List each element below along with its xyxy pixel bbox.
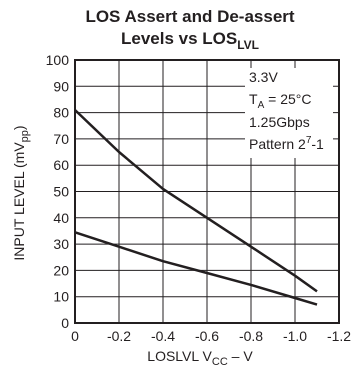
chart-title-line2-main: Levels vs LOS	[121, 29, 237, 48]
y-tick-label: 40	[53, 210, 69, 226]
x-tick-label: 0	[71, 328, 79, 344]
y-tick-label: 20	[53, 262, 69, 278]
series-line-2	[74, 231, 318, 306]
tick-labels: 0 10 20 30 40 50 60 70 80 90 100 0 -0.2 -0.4 -0.6 -0.8 -…	[46, 52, 352, 344]
series-lines	[74, 109, 318, 306]
condition-temperature: TA = 25°C	[249, 91, 311, 111]
y-axis-label: INPUT LEVEL (mVpp)	[11, 125, 31, 260]
condition-temp-suffix: = 25°C	[264, 91, 311, 107]
y-axis-label-end: )	[11, 125, 27, 130]
y-tick-label: 30	[53, 236, 69, 252]
series-line-1	[74, 109, 318, 293]
y-tick-label: 100	[46, 52, 70, 68]
condition-temp-sub: A	[258, 100, 265, 111]
x-tick-label: -0.6	[195, 328, 219, 344]
y-tick-label: 80	[53, 105, 69, 121]
y-tick-label: 90	[53, 78, 69, 94]
x-axis-label-end: – V	[228, 348, 254, 364]
y-axis-label-main: INPUT LEVEL (mV	[11, 142, 27, 261]
x-axis-label-main: LOSLVL V	[147, 348, 212, 364]
x-axis-label-sub: CC	[212, 356, 228, 368]
conditions-bg	[245, 68, 333, 158]
condition-pattern: Pattern 27-1	[249, 135, 324, 152]
chart-title-line2: Levels vs LOSLVL	[121, 29, 259, 52]
chart-title-line1: LOS Assert and De-assert	[85, 7, 294, 26]
condition-pattern-sup: 7	[306, 135, 312, 146]
condition-voltage: 3.3V	[249, 69, 278, 85]
y-tick-label: 50	[53, 184, 69, 200]
x-tick-label: -0.8	[239, 328, 263, 344]
x-tick-label: -0.4	[151, 328, 175, 344]
x-tick-label: -1.0	[283, 328, 307, 344]
x-tick-label: -1.2	[327, 328, 351, 344]
plot-frame	[74, 59, 340, 324]
chart-title-line2-sub: LVL	[237, 38, 259, 52]
condition-pattern-prefix: Pattern 2	[249, 136, 306, 152]
conditions-box: 3.3V TA = 25°C 1.25Gbps Pattern 27-1	[245, 68, 333, 158]
grid	[75, 60, 339, 323]
y-axis-label-sub: pp	[19, 130, 31, 142]
condition-rate: 1.25Gbps	[249, 114, 310, 130]
x-axis-label: LOSLVL VCC – V	[147, 348, 253, 368]
y-tick-label: 10	[53, 289, 69, 305]
x-tick-label: -0.2	[107, 328, 131, 344]
y-tick-label: 60	[53, 157, 69, 173]
condition-temp-prefix: T	[249, 91, 258, 107]
condition-pattern-suffix: -1	[311, 136, 324, 152]
y-tick-label: 70	[53, 131, 69, 147]
y-tick-label: 0	[61, 315, 69, 331]
